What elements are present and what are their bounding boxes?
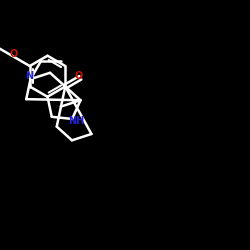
Text: N: N bbox=[25, 70, 33, 81]
Text: O: O bbox=[10, 49, 18, 59]
Text: O: O bbox=[75, 71, 83, 81]
Text: NH: NH bbox=[68, 116, 84, 126]
